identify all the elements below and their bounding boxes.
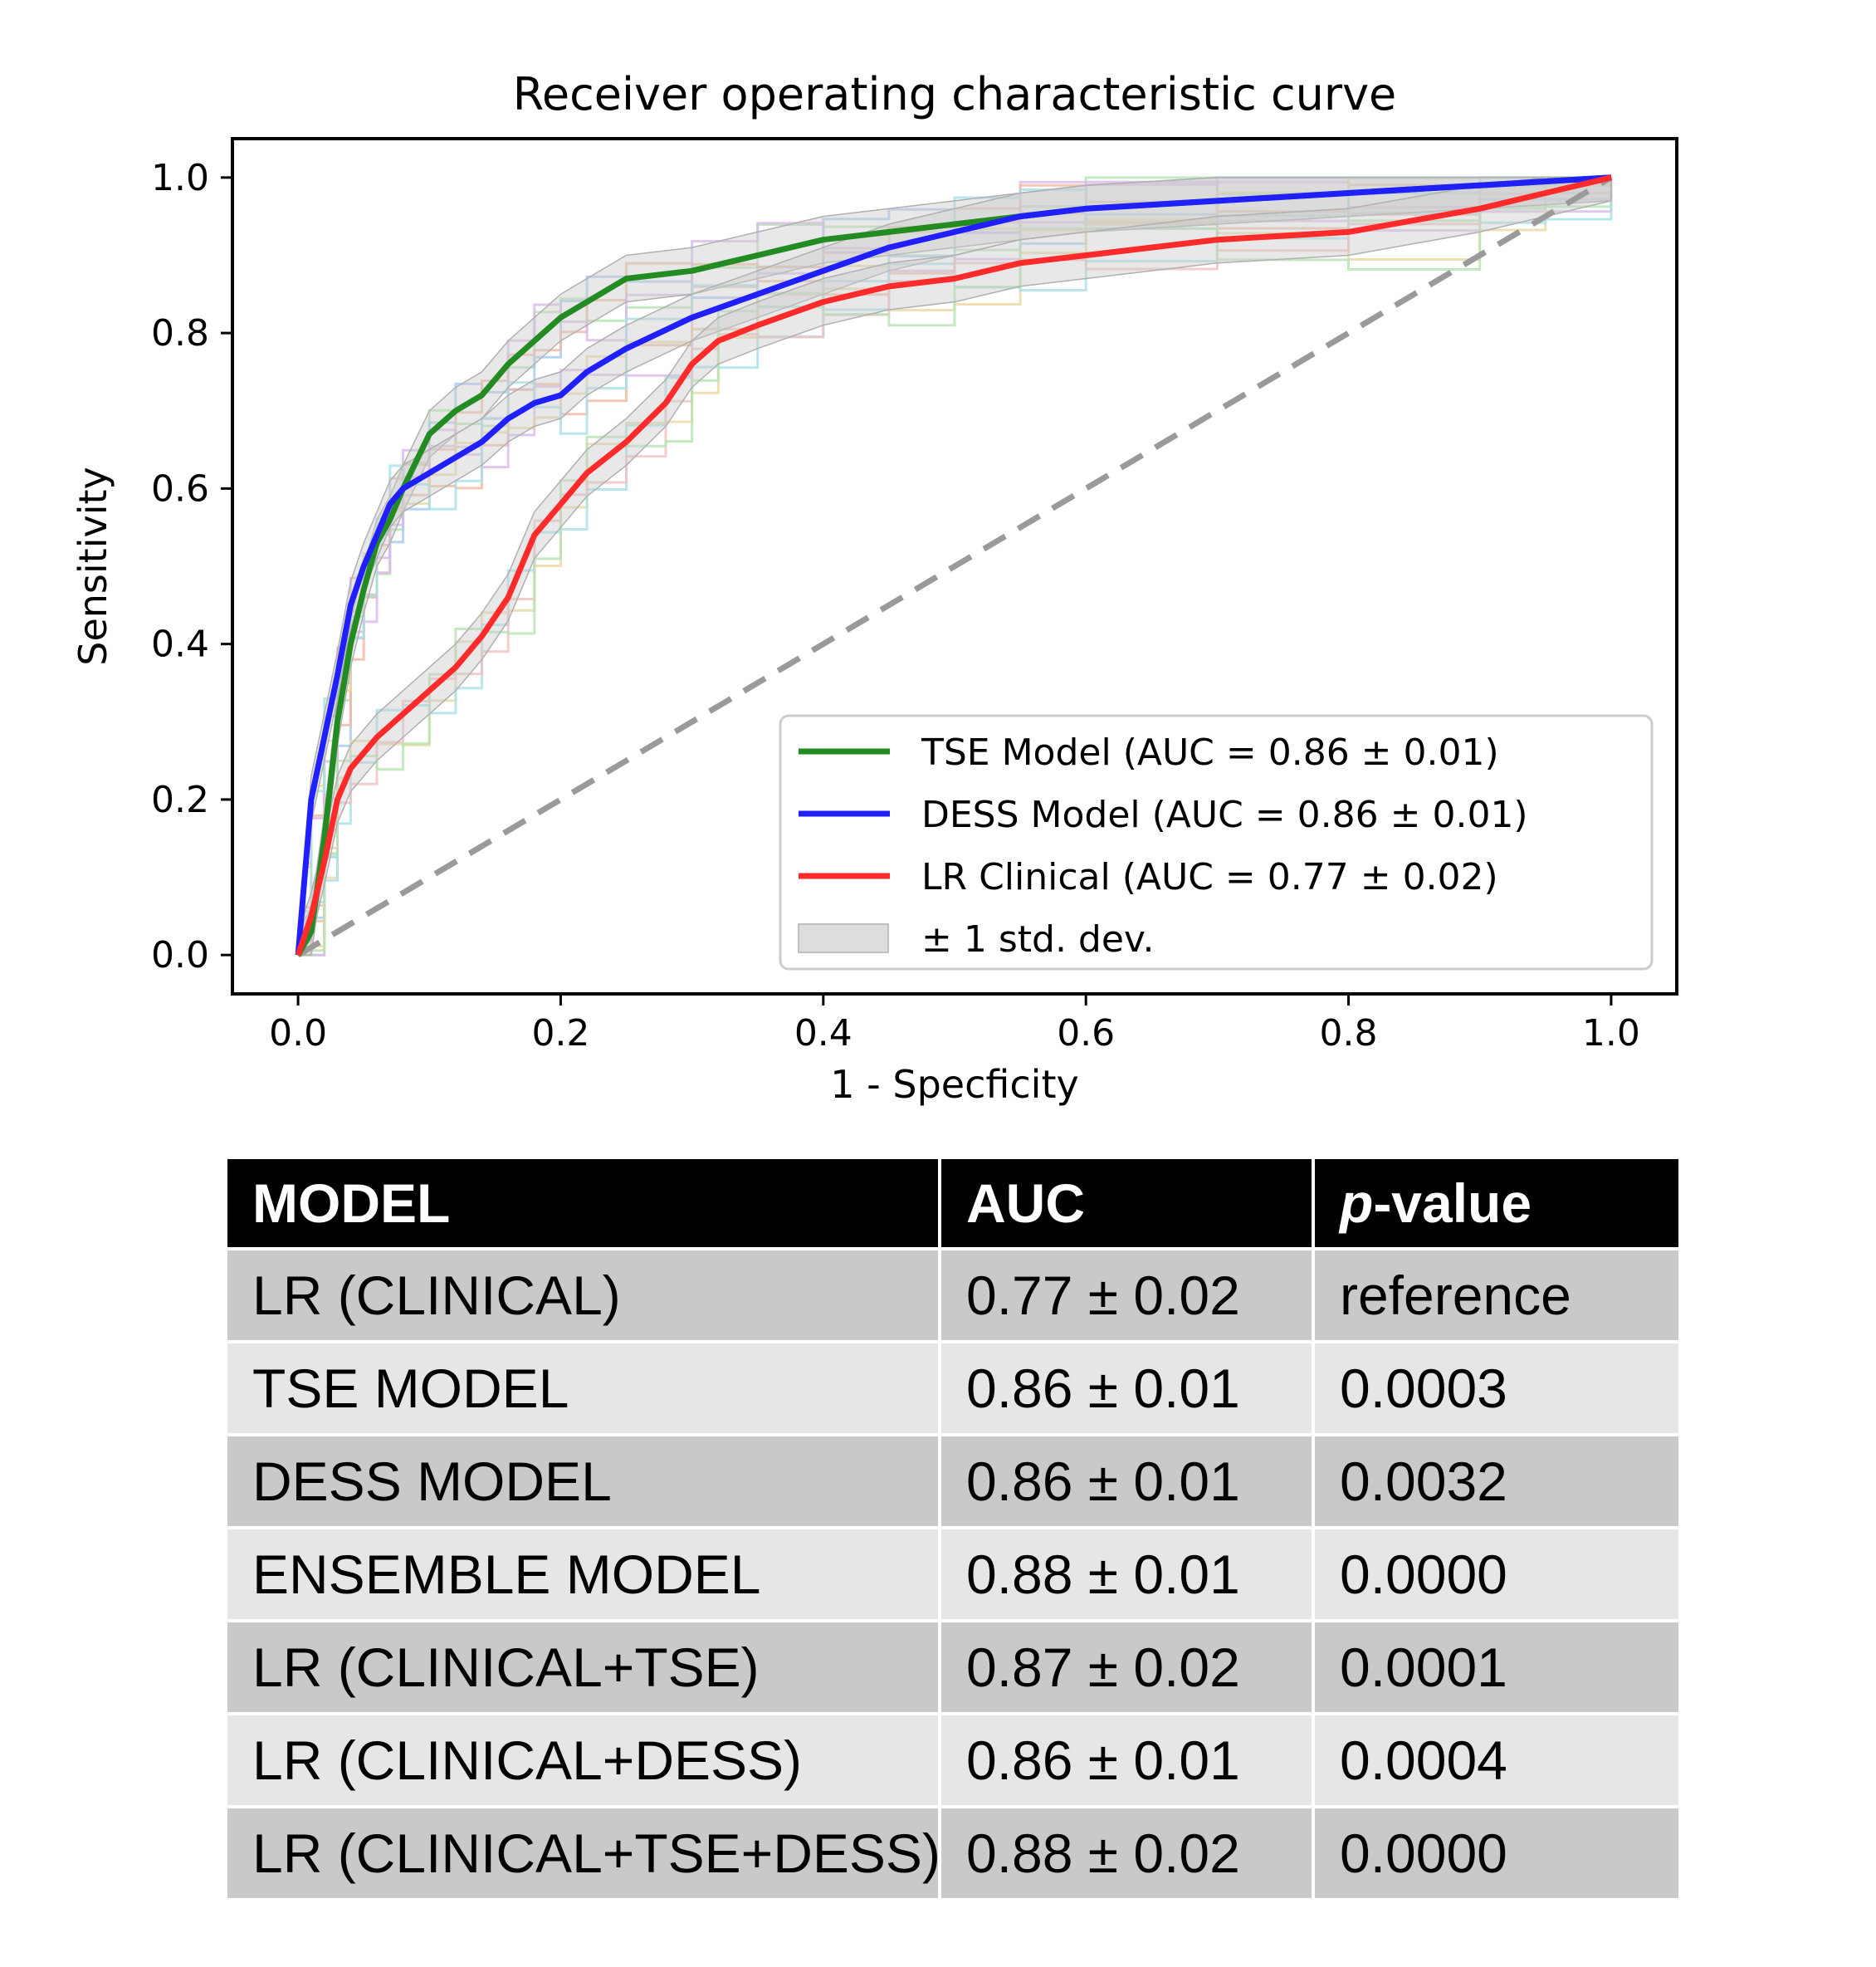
cell-auc: 0.86 ± 0.01	[938, 1340, 1315, 1436]
table-row: LR (CLINICAL+TSE) 0.87 ± 0.02 0.0001	[224, 1619, 1682, 1715]
legend-box	[779, 714, 1654, 971]
cell-p-value: 0.0000	[1312, 1805, 1682, 1901]
cell-auc: 0.87 ± 0.02	[938, 1619, 1315, 1715]
x-tick-label: 0.4	[794, 1012, 853, 1054]
x-tick-label: 0.8	[1320, 1012, 1378, 1054]
y-axis-ticks: 0.0 0.2 0.4 0.6 0.8 1.0	[151, 157, 232, 976]
reference-diagonal	[296, 174, 1613, 958]
cell-model: LR (CLINICAL+DESS)	[224, 1712, 941, 1808]
x-tick-label: 0.0	[269, 1012, 327, 1054]
plot-frame	[231, 137, 1678, 996]
header-p-italic: p	[1340, 1172, 1374, 1234]
table-row: LR (CLINICAL+TSE+DESS) 0.88 ± 0.02 0.000…	[224, 1805, 1682, 1901]
mean-roc-curves	[295, 174, 1612, 957]
header-p-rest: -value	[1373, 1172, 1532, 1234]
x-tick-label: 0.6	[1057, 1012, 1115, 1054]
cell-auc: 0.88 ± 0.02	[938, 1805, 1315, 1901]
x-tick-label: 0.2	[531, 1012, 589, 1054]
cell-model: ENSEMBLE MODEL	[224, 1526, 941, 1622]
cell-p-value: 0.0003	[1312, 1340, 1682, 1436]
results-table: MODEL AUC p-value LR (CLINICAL) 0.77 ± 0…	[224, 1156, 1682, 1901]
cell-model: LR (CLINICAL+TSE)	[224, 1619, 941, 1715]
y-tick-label: 0.2	[151, 779, 209, 821]
legend-label: DESS Model (AUC = 0.86 ± 0.01)	[921, 794, 1528, 836]
table-row: LR (CLINICAL+DESS) 0.86 ± 0.01 0.0004	[224, 1712, 1682, 1808]
y-tick-label: 1.0	[151, 157, 209, 199]
y-tick-label: 0.6	[151, 467, 209, 510]
cell-p-value: 0.0000	[1312, 1526, 1682, 1622]
legend-label: LR Clinical (AUC = 0.77 ± 0.02)	[921, 856, 1498, 898]
legend-label: ± 1 std. dev.	[921, 918, 1155, 961]
cell-model: LR (CLINICAL+TSE+DESS)	[224, 1805, 941, 1901]
cell-p-value: 0.0032	[1312, 1433, 1682, 1529]
cell-model: LR (CLINICAL)	[224, 1247, 941, 1343]
header-auc: AUC	[938, 1156, 1315, 1250]
x-axis-label: 1 - Specficity	[830, 1062, 1078, 1107]
cell-p-value: reference	[1312, 1247, 1682, 1343]
x-tick-label: 1.0	[1582, 1012, 1640, 1054]
table-row: TSE MODEL 0.86 ± 0.01 0.0003	[224, 1340, 1682, 1436]
cell-auc: 0.86 ± 0.01	[938, 1712, 1315, 1808]
legend: TSE Model (AUC = 0.86 ± 0.01) DESS Model …	[798, 732, 1528, 961]
y-tick-label: 0.0	[151, 934, 209, 976]
cell-p-value: 0.0004	[1312, 1712, 1682, 1808]
x-axis-ticks: 0.0 0.2 0.4 0.6 0.8 1.0	[269, 994, 1640, 1054]
header-model: MODEL	[224, 1156, 941, 1250]
cell-model: TSE MODEL	[224, 1340, 941, 1436]
legend-band-swatch	[798, 923, 889, 953]
series-line	[295, 174, 1612, 957]
header-p-value: p-value	[1312, 1156, 1682, 1250]
cell-auc: 0.77 ± 0.02	[938, 1247, 1315, 1343]
roc-chart: Receiver operating characteristic curve …	[71, 68, 1678, 1107]
cell-p-value: 0.0001	[1312, 1619, 1682, 1715]
y-tick-label: 0.4	[151, 624, 209, 666]
table-row: LR (CLINICAL) 0.77 ± 0.02 reference	[224, 1247, 1682, 1343]
chart-title: Receiver operating characteristic curve	[513, 68, 1397, 120]
table-row: ENSEMBLE MODEL 0.88 ± 0.01 0.0000	[224, 1526, 1682, 1622]
series-line	[295, 174, 1612, 956]
y-axis-label: Sensitivity	[71, 467, 115, 665]
cell-auc: 0.86 ± 0.01	[938, 1433, 1315, 1529]
chance-line	[296, 174, 1613, 958]
legend-label: TSE Model (AUC = 0.86 ± 0.01)	[921, 732, 1499, 774]
cell-auc: 0.88 ± 0.01	[938, 1526, 1315, 1622]
table-header-row: MODEL AUC p-value	[224, 1156, 1682, 1250]
cell-model: DESS MODEL	[224, 1433, 941, 1529]
table-row: DESS MODEL 0.86 ± 0.01 0.0032	[224, 1433, 1682, 1529]
y-tick-label: 0.8	[151, 312, 209, 355]
std-dev-band	[297, 177, 1612, 957]
